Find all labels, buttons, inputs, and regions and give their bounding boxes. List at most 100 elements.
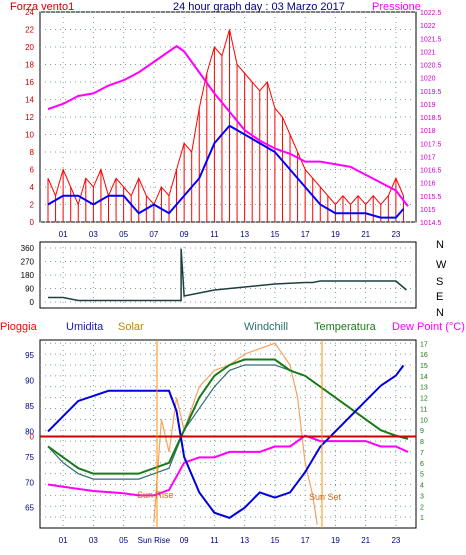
p3-x-tick-label: 21 [361, 536, 370, 545]
legend-entry: Temperatura [314, 321, 377, 333]
p1-right-tick-label: 1019 [420, 102, 436, 109]
p3-right-tick-label: 9 [420, 428, 424, 435]
p1-left-tick-label: 12 [25, 113, 34, 122]
p3-left-tick-label: 95 [25, 351, 34, 360]
series-dew-point [47, 434, 409, 497]
p3-x-tick-label: 17 [301, 536, 310, 545]
p3-right-tick-label: 12 [420, 396, 428, 403]
p2-tick-label: 270 [21, 258, 35, 267]
legend-entry: Umidita [66, 321, 104, 333]
p3-right-tick-label: 2 [420, 504, 424, 511]
p3-left-tick-label: 70 [25, 478, 34, 487]
p1-right-tick-label: 1017 [420, 154, 436, 161]
p1-right-tick-label: 1021.5 [420, 36, 442, 43]
p3-x-tick-label: 09 [180, 536, 189, 545]
p3-left-tick-label: 80 [25, 427, 34, 436]
header-left-label: Forza vento1 [10, 1, 74, 13]
rain-zero-label: 0 [30, 433, 35, 442]
series-umidita [47, 364, 405, 519]
p1-left-tick-label: 4 [30, 183, 35, 192]
panel3-series [40, 342, 416, 525]
p1-x-tick-label: 03 [89, 230, 98, 239]
p1-left-tick-label: 24 [25, 8, 34, 17]
p3-right-tick-label: 10 [420, 417, 428, 424]
panel2-series [48, 248, 407, 302]
header-right-label: Pressione [372, 1, 421, 13]
p1-left-tick-label: 14 [25, 96, 34, 105]
p3-x-tick-label: 05 [119, 536, 128, 545]
p3-x-tick-label: 15 [270, 536, 279, 545]
p1-left-tick-label: 8 [30, 148, 35, 157]
p3-right-tick-label: 14 [420, 374, 428, 381]
series-windchill [47, 364, 306, 480]
p1-left-tick-label: 2 [30, 201, 35, 210]
p1-x-tick-label: 11 [210, 230, 219, 239]
p3-right-tick-label: 6 [420, 461, 424, 468]
legend-entry: Solar [118, 321, 144, 333]
p3-x-tick-label: 19 [331, 536, 340, 545]
legend-entry: Windchill [244, 321, 288, 333]
p3-x-tick-label: 03 [89, 536, 98, 545]
p3-left-tick-label: 90 [25, 377, 34, 386]
p1-right-tick-label: 1016.5 [420, 168, 442, 175]
p3-right-tick-label: 7 [420, 450, 424, 457]
p3-left-tick-label: 75 [25, 453, 34, 462]
p1-x-tick-label: 21 [361, 230, 370, 239]
p2-tick-label: 90 [25, 285, 34, 294]
p1-right-tick-label: 1022.5 [420, 10, 442, 17]
p1-left-tick-label: 16 [25, 78, 34, 87]
p1-left-tick-label: 10 [25, 131, 34, 140]
direction-label: E [436, 291, 443, 303]
p3-right-tick-label: 3 [420, 493, 424, 500]
p1-x-tick-label: 23 [391, 230, 400, 239]
p1-right-tick-label: 1015 [420, 207, 436, 214]
p3-x-tick-label: Sun Rise [138, 536, 171, 545]
p1-right-tick-label: 1014.5 [420, 220, 442, 227]
panel2-frame [39, 241, 417, 309]
p1-x-tick-label: 19 [331, 230, 340, 239]
p3-right-tick-label: 17 [420, 341, 428, 348]
panel1-axes: 0246810121416182022241014.510151015.5101… [25, 8, 441, 239]
p1-x-tick-label: 13 [240, 230, 249, 239]
p1-left-tick-label: 6 [30, 166, 35, 175]
p3-right-tick-label: 11 [420, 406, 427, 413]
p3-left-tick-label: 65 [25, 504, 34, 513]
panel3-axes: 6570758085909512345678910111213141516170… [25, 341, 428, 545]
p1-x-tick-label: 15 [270, 230, 279, 239]
series-vento-medio [47, 124, 405, 219]
panel1-series [47, 29, 409, 222]
series-pressione [47, 44, 409, 207]
p3-x-tick-label: 23 [391, 536, 400, 545]
p3-right-tick-label: 16 [420, 352, 428, 359]
p1-right-tick-label: 1022 [420, 23, 436, 30]
p1-right-tick-label: 1019.5 [420, 89, 442, 96]
p1-right-tick-label: 1015.5 [420, 194, 442, 201]
p3-right-tick-label: 15 [420, 363, 428, 370]
p3-x-tick-label: 13 [240, 536, 249, 545]
p1-right-tick-label: 1020.5 [420, 63, 442, 70]
p3-right-tick-label: 1 [420, 515, 424, 522]
p1-right-tick-label: 1021 [420, 49, 436, 56]
sunrise-label: Sun Rise [137, 490, 174, 500]
p3-left-tick-label: 85 [25, 402, 34, 411]
p1-x-tick-label: 17 [301, 230, 310, 239]
p3-x-tick-label: 11 [210, 536, 219, 545]
direction-label: S [436, 276, 443, 288]
panel2-axes: 0 90 180 270 360 [21, 244, 35, 307]
direction-label: N [436, 239, 444, 251]
legend-entry: Dew Point (°C) [392, 321, 465, 333]
p1-right-tick-label: 1018.5 [420, 115, 442, 122]
p3-right-tick-label: 13 [420, 385, 428, 392]
p3-x-tick-label: 01 [59, 536, 68, 545]
series-forza-vento [47, 29, 404, 206]
series-direzione [48, 248, 407, 302]
p1-x-tick-label: 01 [59, 230, 68, 239]
p1-right-tick-label: 1017.5 [420, 141, 442, 148]
sunset-label: Sun Set [309, 492, 342, 502]
panel3-frame [39, 339, 417, 529]
direction-label: N [436, 307, 444, 319]
series-solar [153, 342, 318, 525]
p3-right-tick-label: 4 [420, 483, 424, 490]
p3-right-tick-label: 8 [420, 439, 424, 446]
p2-tick-label: 360 [21, 244, 35, 253]
